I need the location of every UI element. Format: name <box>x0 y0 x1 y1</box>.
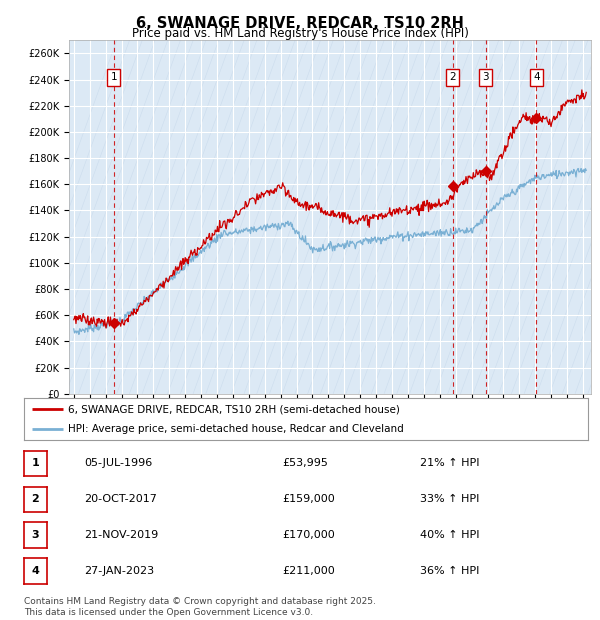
Text: 1: 1 <box>32 458 39 468</box>
Text: 27-JAN-2023: 27-JAN-2023 <box>84 566 154 576</box>
Text: 2: 2 <box>449 73 456 82</box>
Text: £159,000: £159,000 <box>282 494 335 504</box>
Text: 33% ↑ HPI: 33% ↑ HPI <box>420 494 479 504</box>
Text: 4: 4 <box>31 566 40 576</box>
Text: 2: 2 <box>32 494 39 504</box>
Text: 3: 3 <box>32 530 39 540</box>
Text: HPI: Average price, semi-detached house, Redcar and Cleveland: HPI: Average price, semi-detached house,… <box>68 424 404 434</box>
Text: 20-OCT-2017: 20-OCT-2017 <box>84 494 157 504</box>
Text: 40% ↑ HPI: 40% ↑ HPI <box>420 530 479 540</box>
Text: 3: 3 <box>482 73 489 82</box>
Text: Contains HM Land Registry data © Crown copyright and database right 2025.
This d: Contains HM Land Registry data © Crown c… <box>24 598 376 617</box>
Text: 21% ↑ HPI: 21% ↑ HPI <box>420 458 479 468</box>
Text: £53,995: £53,995 <box>282 458 328 468</box>
Text: 1: 1 <box>110 73 117 82</box>
Text: £211,000: £211,000 <box>282 566 335 576</box>
Text: 05-JUL-1996: 05-JUL-1996 <box>84 458 152 468</box>
Text: £170,000: £170,000 <box>282 530 335 540</box>
Text: 36% ↑ HPI: 36% ↑ HPI <box>420 566 479 576</box>
Text: 6, SWANAGE DRIVE, REDCAR, TS10 2RH (semi-detached house): 6, SWANAGE DRIVE, REDCAR, TS10 2RH (semi… <box>68 404 400 414</box>
Text: Price paid vs. HM Land Registry's House Price Index (HPI): Price paid vs. HM Land Registry's House … <box>131 27 469 40</box>
Text: 21-NOV-2019: 21-NOV-2019 <box>84 530 158 540</box>
Text: 4: 4 <box>533 73 540 82</box>
Text: 6, SWANAGE DRIVE, REDCAR, TS10 2RH: 6, SWANAGE DRIVE, REDCAR, TS10 2RH <box>136 16 464 30</box>
